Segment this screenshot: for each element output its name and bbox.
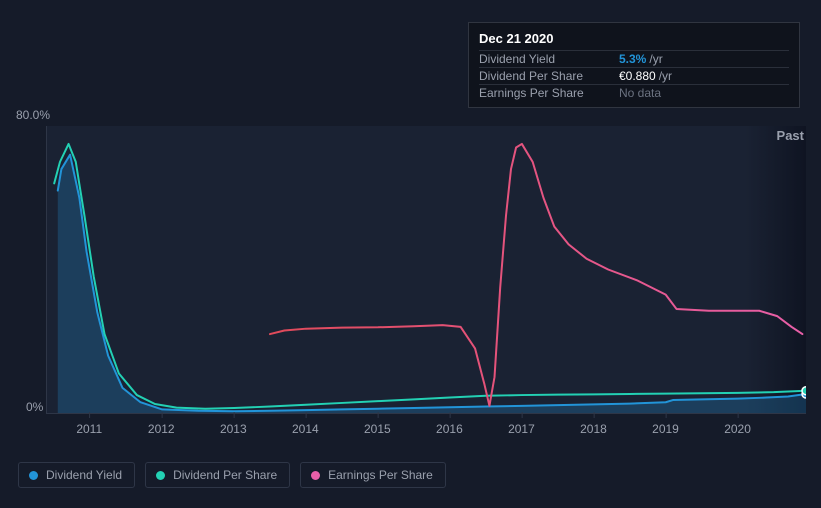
x-tick-label: 2016 (436, 422, 463, 436)
x-tick-label: 2011 (76, 422, 102, 436)
x-axis: 2011 2012 2013 2014 2015 2016 2017 2018 2019 2020 (46, 418, 806, 448)
chart-tooltip: Dec 21 2020 Dividend Yield 5.3%/yr Divid… (468, 22, 800, 108)
tooltip-value: 5.3%/yr (619, 52, 663, 66)
chart-area: 80.0% 0% Past 20112012201320142015201620… (16, 108, 806, 448)
legend-label: Dividend Per Share (173, 468, 277, 482)
tooltip-value: €0.880/yr (619, 69, 672, 83)
tooltip-label: Dividend Yield (479, 52, 619, 66)
legend-dot-icon (29, 471, 38, 480)
x-tick-label: 2014 (292, 422, 319, 436)
y-axis-max-label: 80.0% (16, 108, 50, 122)
y-axis-min-label: 0% (26, 400, 43, 414)
plot-region[interactable]: Past (46, 126, 806, 414)
tooltip-date: Dec 21 2020 (479, 29, 789, 50)
x-tick-label: 2019 (652, 422, 679, 436)
tooltip-label: Earnings Per Share (479, 86, 619, 100)
tooltip-row-dps: Dividend Per Share €0.880/yr (479, 67, 789, 84)
chart-svg (47, 126, 806, 413)
legend-item-dividend-per-share[interactable]: Dividend Per Share (145, 462, 290, 488)
legend-dot-icon (311, 471, 320, 480)
tooltip-value: No data (619, 86, 661, 100)
x-tick-label: 2015 (364, 422, 391, 436)
legend: Dividend Yield Dividend Per Share Earnin… (18, 462, 446, 488)
x-tick-label: 2020 (724, 422, 751, 436)
x-tick-label: 2017 (508, 422, 535, 436)
tooltip-row-eps: Earnings Per Share No data (479, 84, 789, 101)
legend-label: Dividend Yield (46, 468, 122, 482)
tooltip-label: Dividend Per Share (479, 69, 619, 83)
x-tick-label: 2012 (148, 422, 175, 436)
x-tick-label: 2013 (220, 422, 247, 436)
tooltip-row-yield: Dividend Yield 5.3%/yr (479, 50, 789, 67)
legend-item-earnings-per-share[interactable]: Earnings Per Share (300, 462, 446, 488)
past-label: Past (777, 128, 804, 143)
legend-dot-icon (156, 471, 165, 480)
x-tick-label: 2018 (580, 422, 607, 436)
legend-label: Earnings Per Share (328, 468, 433, 482)
legend-item-dividend-yield[interactable]: Dividend Yield (18, 462, 135, 488)
